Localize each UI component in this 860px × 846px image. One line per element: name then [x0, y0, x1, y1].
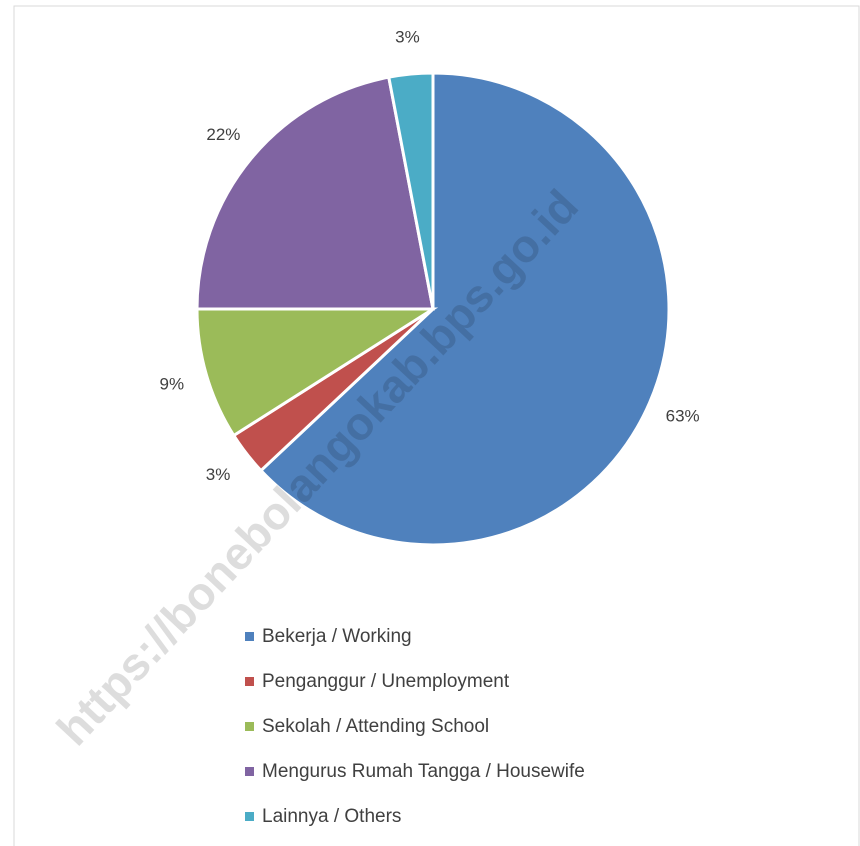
data-label: 3%: [206, 465, 231, 484]
legend-label: Mengurus Rumah Tangga / Housewife: [262, 761, 585, 782]
legend-label: Penganggur / Unemployment: [262, 671, 510, 692]
legend-label: Sekolah / Attending School: [262, 716, 489, 737]
data-label: 3%: [395, 28, 420, 47]
chart-frame: [13, 5, 860, 846]
pie-slice: [258, 71, 671, 547]
pie-slice: [387, 71, 435, 310]
pie-slice: [195, 75, 435, 311]
legend-swatch: [245, 632, 254, 641]
data-label: 9%: [160, 374, 185, 393]
legend-label: Lainnya / Others: [262, 806, 401, 827]
legend-swatch: [245, 767, 254, 776]
pie-slice: [195, 307, 439, 438]
legend-swatch: [245, 722, 254, 731]
data-label: 22%: [206, 125, 240, 144]
legend-swatch: [245, 677, 254, 686]
legend-swatch: [245, 812, 254, 821]
legend-label: Bekerja / Working: [262, 626, 412, 647]
data-label: 63%: [666, 407, 700, 426]
